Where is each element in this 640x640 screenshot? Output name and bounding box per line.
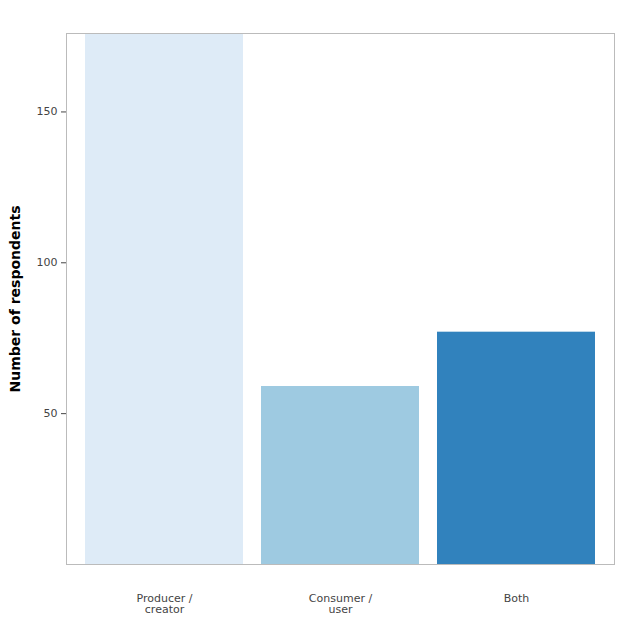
svg-text:Consumer /user: Consumer /user [309,592,373,616]
svg-text:100: 100 [37,256,58,269]
svg-text:150: 150 [37,105,58,118]
svg-text:Producer /creator: Producer /creator [137,592,193,616]
svg-text:Both: Both [504,592,530,605]
svg-text:50: 50 [44,407,58,420]
svg-text:Number of respondents: Number of respondents [7,206,23,393]
